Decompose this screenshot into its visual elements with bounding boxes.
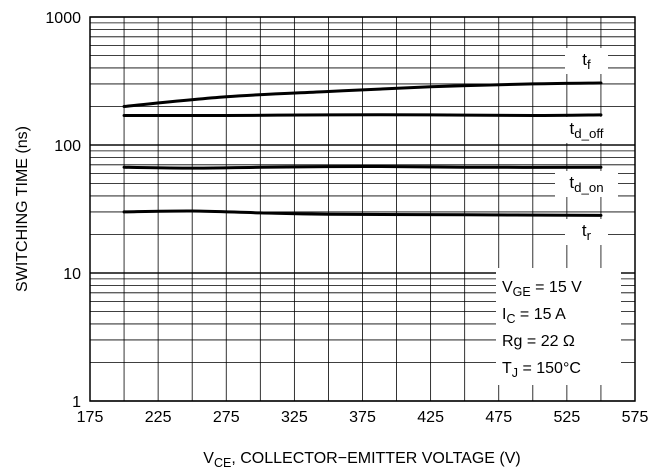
- y-axis-label: SWITCHING TIME (ns): [14, 126, 31, 292]
- annotation-background: [496, 268, 621, 385]
- x-tick-label: 325: [281, 409, 308, 426]
- series-label-d-on: td_on: [569, 173, 603, 195]
- x-tick-label: 225: [145, 409, 172, 426]
- series-label-background: [565, 48, 608, 74]
- plot-frame: [89, 16, 636, 402]
- series-label-background: [565, 219, 608, 245]
- y-tick-label: 100: [54, 138, 81, 155]
- x-tick-label: 275: [213, 409, 240, 426]
- series-label-background: [555, 117, 618, 143]
- annotation-line: VGE = 15 V: [502, 279, 582, 299]
- x-tick-label: 575: [622, 409, 649, 426]
- x-tick-label: 475: [485, 409, 512, 426]
- y-tick-label: 10: [63, 266, 81, 283]
- series-line-r: [122, 209, 603, 217]
- y-tick-label: 1: [72, 394, 81, 411]
- series-lines: [122, 81, 603, 217]
- series-label-f: tf: [582, 50, 591, 72]
- y-tick-label: 1000: [45, 10, 81, 27]
- x-tick-labels: 175 225 275 325 375 425 475 525 575: [77, 409, 649, 426]
- x-tick-label: 175: [77, 409, 104, 426]
- series-label-background: [555, 171, 618, 197]
- series-line-f: [122, 81, 603, 108]
- x-tick-label: 425: [417, 409, 444, 426]
- series-line-d-on: [122, 164, 603, 170]
- x-axis-label: VCE, COLLECTOR−EMITTER VOLTAGE (V): [203, 450, 520, 470]
- annotation-line: TJ = 150°C: [502, 360, 581, 380]
- annotation-line: IC = 15 A: [502, 306, 566, 326]
- x-tick-label: 375: [349, 409, 376, 426]
- y-tick-labels: 1 10 100 1000: [45, 10, 81, 411]
- conditions-annotation: VGE = 15 V IC = 15 A Rg = 22 Ω TJ = 150°C: [496, 268, 621, 385]
- x-tick-label: 525: [554, 409, 581, 426]
- series-label-r: tr: [582, 221, 592, 243]
- series-label-d-off: td_off: [570, 119, 604, 141]
- annotation-line: Rg = 22 Ω: [502, 333, 575, 350]
- series-line-d-off: [122, 113, 603, 118]
